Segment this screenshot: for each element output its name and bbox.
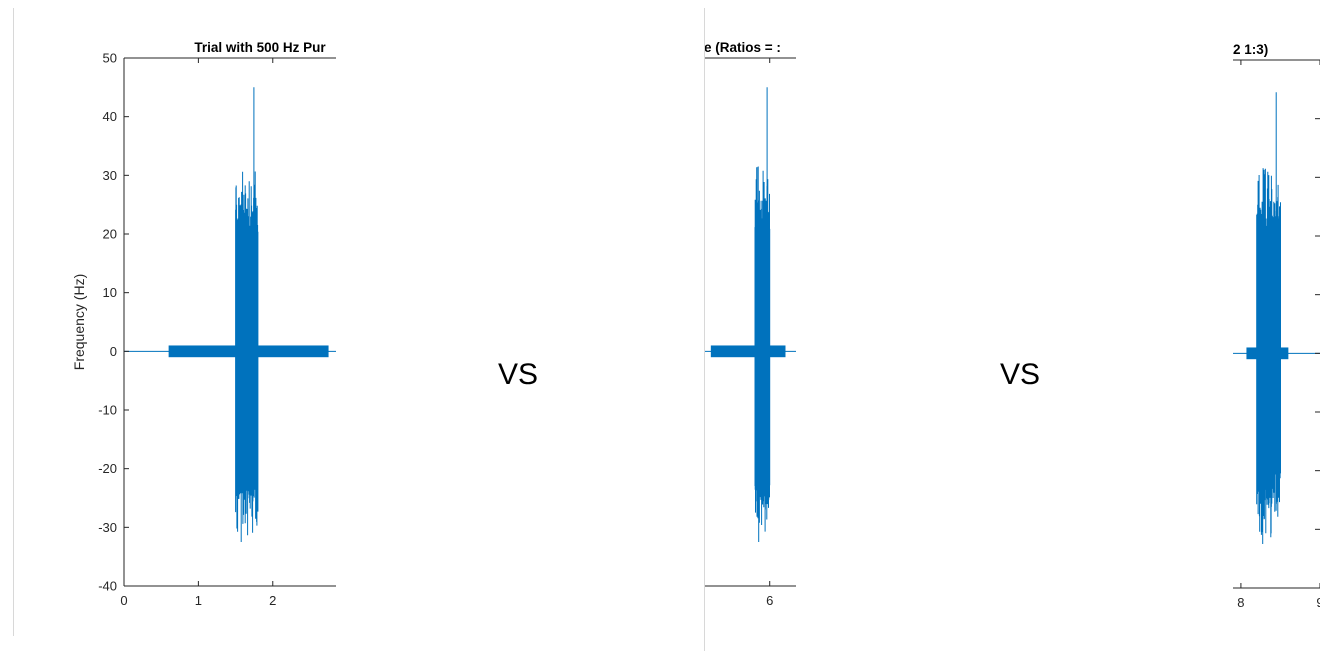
series-1 bbox=[704, 87, 796, 542]
series-burst-spikes bbox=[1256, 92, 1281, 544]
series-burst-spikes bbox=[235, 87, 259, 542]
x-tick-label: 8 bbox=[1237, 595, 1244, 610]
series-1 bbox=[124, 87, 336, 542]
panel-edge-middle bbox=[704, 8, 705, 651]
y-tick-label: -20 bbox=[98, 461, 117, 476]
y-tick-label: 30 bbox=[103, 168, 117, 183]
chart-panel-3: 8 9 2 1:3) bbox=[1233, 42, 1320, 610]
series-band bbox=[710, 345, 786, 358]
vs-label-1: VS bbox=[498, 358, 539, 391]
y-tick-label: 50 bbox=[103, 51, 117, 66]
plot-area bbox=[1233, 92, 1320, 544]
chart-title: e (Ratios = : bbox=[704, 40, 781, 55]
plot-area bbox=[704, 87, 796, 542]
x-tick-label: 1 bbox=[195, 593, 202, 608]
chart-panel-2: 6 e (Ratios = : bbox=[704, 40, 796, 608]
x-tick-label: 0 bbox=[120, 593, 127, 608]
x-tick-label: 2 bbox=[269, 593, 276, 608]
y-tick-label: 10 bbox=[103, 285, 117, 300]
y-tick-label: -30 bbox=[98, 520, 117, 535]
chart-title: 2 1:3) bbox=[1233, 42, 1268, 57]
chart-title: Trial with 500 Hz Pur bbox=[194, 40, 326, 55]
plot-area bbox=[124, 87, 336, 542]
y-tick-label: -40 bbox=[98, 579, 117, 594]
chart-panel-1: 0 1 2 -40 -30 -20 -10 0 10 20 30 40 50 Trial with 500… bbox=[71, 40, 336, 608]
series-1 bbox=[1233, 92, 1320, 544]
panel-edge-left bbox=[13, 8, 14, 636]
y-tick-label: 20 bbox=[103, 227, 117, 242]
series-burst-spikes bbox=[754, 87, 771, 542]
y-tick-label: 0 bbox=[110, 344, 117, 359]
y-tick-label: 40 bbox=[103, 109, 117, 124]
vs-label-2: VS bbox=[1000, 358, 1041, 391]
y-axis-label: Frequency (Hz) bbox=[71, 274, 87, 370]
y-tick-label: -10 bbox=[98, 403, 117, 418]
x-tick-label: 9 bbox=[1316, 595, 1320, 610]
x-tick-label: 6 bbox=[766, 593, 773, 608]
